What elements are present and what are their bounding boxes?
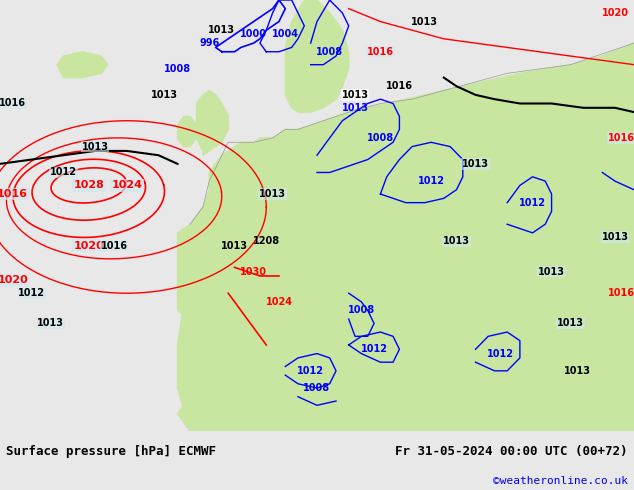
Text: 1016: 1016 bbox=[0, 189, 28, 199]
Polygon shape bbox=[57, 52, 108, 77]
Text: 1013: 1013 bbox=[342, 103, 368, 113]
Text: 1013: 1013 bbox=[411, 17, 438, 26]
Text: 1012: 1012 bbox=[488, 348, 514, 359]
Text: 1013: 1013 bbox=[564, 366, 590, 376]
Text: 1013: 1013 bbox=[538, 267, 565, 277]
Text: 1012: 1012 bbox=[50, 168, 77, 177]
Text: 1016: 1016 bbox=[0, 98, 26, 108]
Text: 1024: 1024 bbox=[112, 180, 142, 191]
Text: 1012: 1012 bbox=[18, 288, 45, 298]
Text: 1020: 1020 bbox=[74, 241, 104, 251]
Polygon shape bbox=[285, 151, 323, 194]
Text: 1013: 1013 bbox=[443, 237, 470, 246]
Text: 1028: 1028 bbox=[74, 180, 104, 191]
Text: 1012: 1012 bbox=[297, 366, 324, 376]
Polygon shape bbox=[178, 117, 197, 147]
Text: 1008: 1008 bbox=[348, 305, 375, 316]
Text: 1012: 1012 bbox=[418, 176, 444, 186]
Text: 1016: 1016 bbox=[386, 81, 413, 91]
Text: Fr 31-05-2024 00:00 UTC (00+72): Fr 31-05-2024 00:00 UTC (00+72) bbox=[395, 445, 628, 458]
Text: 1020: 1020 bbox=[602, 8, 628, 18]
Polygon shape bbox=[197, 91, 228, 155]
Text: Surface pressure [hPa] ECMWF: Surface pressure [hPa] ECMWF bbox=[6, 445, 216, 458]
Text: 1000: 1000 bbox=[240, 29, 267, 40]
Text: 1208: 1208 bbox=[253, 237, 280, 246]
Polygon shape bbox=[285, 0, 349, 112]
Text: 1012: 1012 bbox=[361, 344, 387, 354]
Text: 1013: 1013 bbox=[259, 189, 286, 199]
Text: 1008: 1008 bbox=[367, 133, 394, 143]
Text: 1013: 1013 bbox=[602, 232, 628, 242]
Text: 1016: 1016 bbox=[608, 133, 634, 143]
Text: 1013: 1013 bbox=[462, 159, 489, 169]
Text: 1016: 1016 bbox=[367, 47, 394, 57]
Text: 1013: 1013 bbox=[82, 142, 108, 151]
Text: 1030: 1030 bbox=[240, 267, 267, 277]
Text: ©weatheronline.co.uk: ©weatheronline.co.uk bbox=[493, 476, 628, 486]
Text: 1008: 1008 bbox=[304, 383, 330, 393]
Text: 1013: 1013 bbox=[209, 25, 235, 35]
Text: 1008: 1008 bbox=[164, 64, 191, 74]
Text: 1016: 1016 bbox=[101, 241, 127, 251]
Text: 1013: 1013 bbox=[557, 318, 584, 328]
Polygon shape bbox=[178, 224, 241, 319]
Text: 1013: 1013 bbox=[37, 318, 64, 328]
Text: 1024: 1024 bbox=[266, 297, 294, 307]
Polygon shape bbox=[178, 358, 634, 431]
Text: 996: 996 bbox=[199, 38, 219, 48]
Text: 1012: 1012 bbox=[519, 197, 546, 208]
Text: 1020: 1020 bbox=[0, 275, 28, 285]
Text: 1013: 1013 bbox=[152, 90, 178, 100]
Polygon shape bbox=[178, 43, 634, 431]
Text: 1013: 1013 bbox=[342, 90, 368, 100]
Text: 1016: 1016 bbox=[608, 288, 634, 298]
Text: 1013: 1013 bbox=[221, 241, 248, 251]
Text: 1008: 1008 bbox=[316, 47, 343, 57]
Text: 1004: 1004 bbox=[272, 29, 299, 40]
